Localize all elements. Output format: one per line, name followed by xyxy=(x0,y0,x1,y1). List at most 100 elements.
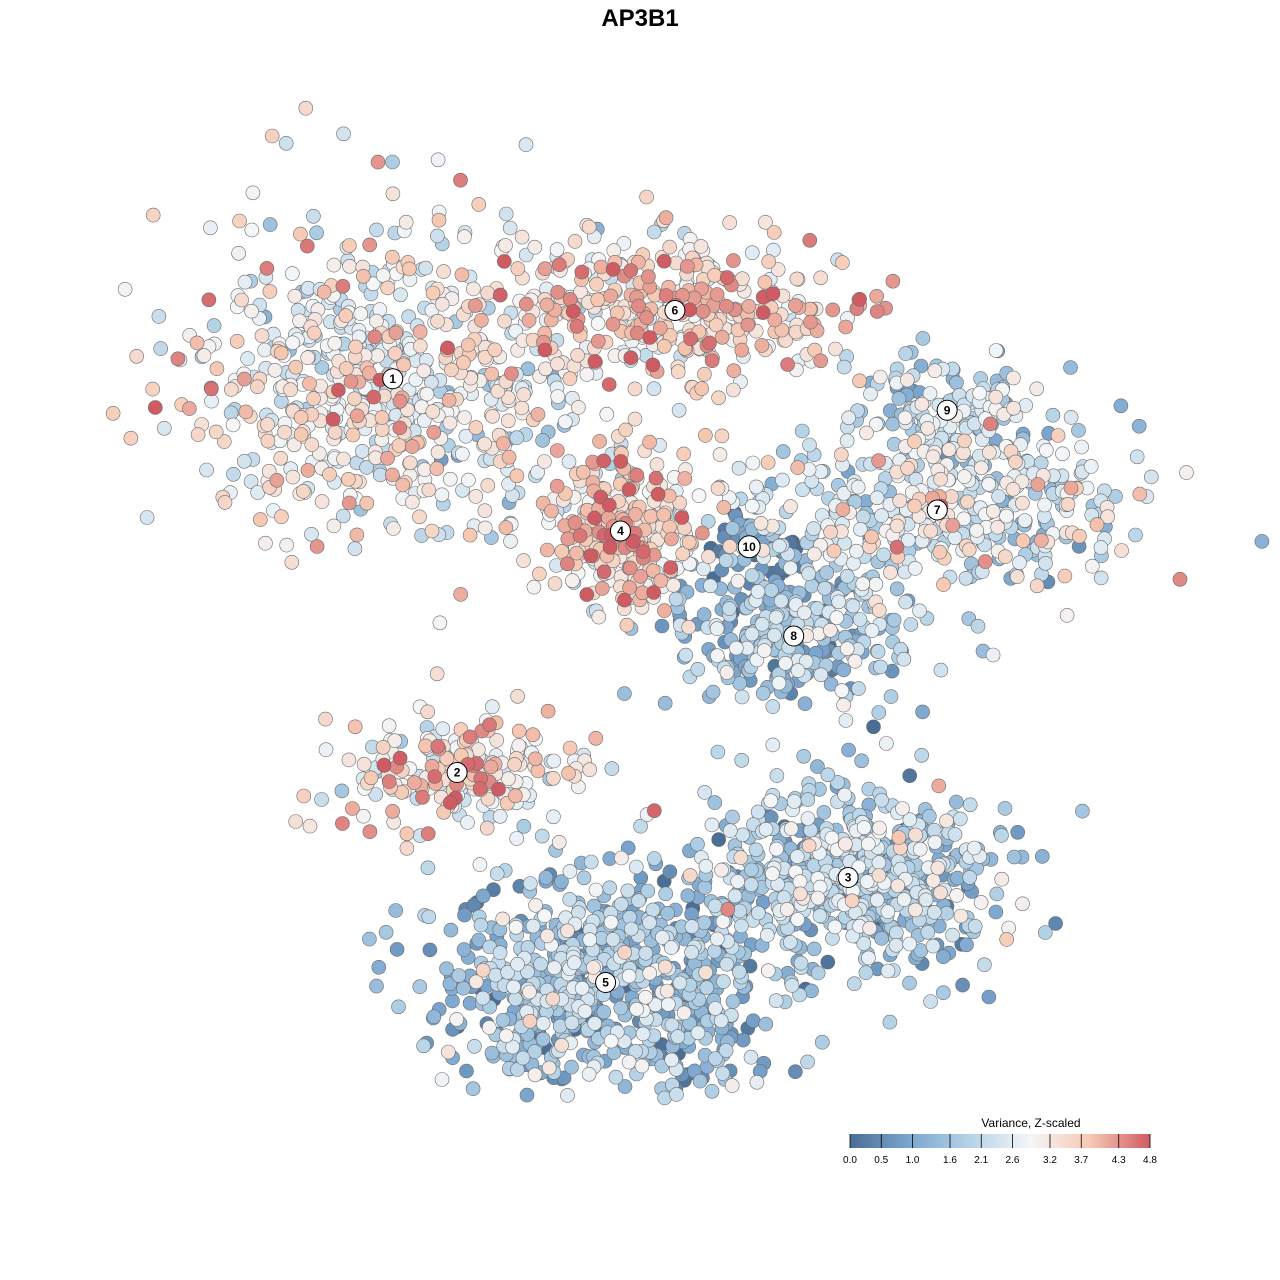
cell-point xyxy=(422,942,438,958)
cell-point xyxy=(245,185,261,201)
cell-point xyxy=(562,892,578,907)
cell-point xyxy=(654,618,670,634)
cell-point xyxy=(623,921,639,937)
cell-point xyxy=(518,137,534,152)
cell-point xyxy=(342,258,357,274)
cell-point xyxy=(208,424,224,440)
cell-point xyxy=(509,831,525,846)
cell-point xyxy=(257,342,273,358)
cell-point xyxy=(800,1054,815,1070)
cell-point xyxy=(692,1073,708,1089)
cell-point xyxy=(858,965,874,981)
cell-point xyxy=(515,1050,531,1066)
cell-point xyxy=(549,478,565,494)
cell-point xyxy=(658,210,674,225)
cell-point xyxy=(223,405,239,421)
cell-point xyxy=(1074,439,1089,455)
cell-point xyxy=(1037,497,1052,513)
cell-point xyxy=(603,1033,619,1049)
cell-point xyxy=(913,358,929,374)
cell-point xyxy=(204,381,219,397)
cell-point xyxy=(714,329,730,345)
cell-point xyxy=(1045,407,1061,423)
cell-point xyxy=(498,238,513,253)
cell-point xyxy=(800,792,816,807)
cell-point xyxy=(588,882,604,898)
cell-point xyxy=(698,428,713,443)
cell-point xyxy=(907,498,922,514)
cell-point xyxy=(441,392,457,408)
cell-point xyxy=(801,838,817,854)
cell-point xyxy=(483,759,499,775)
legend-tick-label: 0.5 xyxy=(874,1155,888,1166)
chart-title: AP3B1 xyxy=(601,5,678,32)
cell-point xyxy=(985,647,1001,663)
cell-point xyxy=(1114,543,1129,558)
cell-point xyxy=(395,477,411,493)
cluster-label-6: 6 xyxy=(664,300,686,321)
cell-point xyxy=(619,617,635,633)
cell-point xyxy=(1005,481,1021,497)
cell-point xyxy=(481,1020,497,1035)
cell-point xyxy=(593,259,609,275)
cell-point xyxy=(327,424,343,440)
cell-point xyxy=(1029,381,1044,397)
cell-point xyxy=(845,598,861,614)
cell-point xyxy=(288,814,304,829)
cell-point xyxy=(467,298,483,313)
legend-tick-label: 3.7 xyxy=(1074,1155,1088,1166)
cell-point xyxy=(480,285,496,301)
cell-point xyxy=(871,855,887,870)
cell-point xyxy=(719,665,735,680)
cell-point xyxy=(782,934,798,950)
cell-point xyxy=(199,462,214,478)
cell-point xyxy=(521,313,537,328)
cell-point xyxy=(355,268,371,284)
cell-point xyxy=(560,531,576,547)
cell-point xyxy=(914,747,930,763)
cell-point xyxy=(363,770,379,786)
cell-point xyxy=(749,1075,765,1090)
cell-point xyxy=(657,603,672,618)
cell-point xyxy=(416,1038,431,1054)
cell-point xyxy=(712,447,728,462)
cell-point xyxy=(237,453,252,469)
cell-point xyxy=(309,225,324,241)
cell-point xyxy=(885,273,901,289)
cell-point xyxy=(891,830,907,845)
cell-point xyxy=(635,1026,651,1042)
cell-point xyxy=(836,697,851,713)
cell-point xyxy=(516,818,532,834)
cell-point xyxy=(514,229,530,245)
cell-point xyxy=(719,956,735,972)
cell-point xyxy=(836,662,852,678)
cell-point xyxy=(851,681,866,696)
cell-point xyxy=(750,905,766,921)
cell-point xyxy=(145,381,160,397)
cell-point xyxy=(592,434,607,449)
cell-point xyxy=(519,1087,535,1103)
cell-point xyxy=(972,385,988,401)
cell-point xyxy=(820,954,836,970)
cluster-label-8: 8 xyxy=(783,625,805,647)
cell-point xyxy=(829,610,845,625)
cell-point xyxy=(508,788,523,804)
cell-point xyxy=(926,904,942,920)
cell-point xyxy=(522,876,538,891)
cell-point xyxy=(948,794,964,810)
cell-point xyxy=(697,366,712,382)
cell-point xyxy=(682,868,698,883)
cell-point xyxy=(722,539,738,554)
cell-point xyxy=(588,730,604,746)
cell-point xyxy=(1172,571,1188,587)
cell-point xyxy=(861,950,876,966)
cell-point xyxy=(658,886,674,902)
cell-point xyxy=(546,809,561,825)
cell-point xyxy=(921,808,937,824)
cell-point xyxy=(418,738,433,754)
cell-point xyxy=(945,927,960,943)
cell-point xyxy=(939,813,954,829)
cell-point xyxy=(581,1067,597,1082)
cell-point xyxy=(888,925,904,941)
cell-point xyxy=(336,451,351,467)
